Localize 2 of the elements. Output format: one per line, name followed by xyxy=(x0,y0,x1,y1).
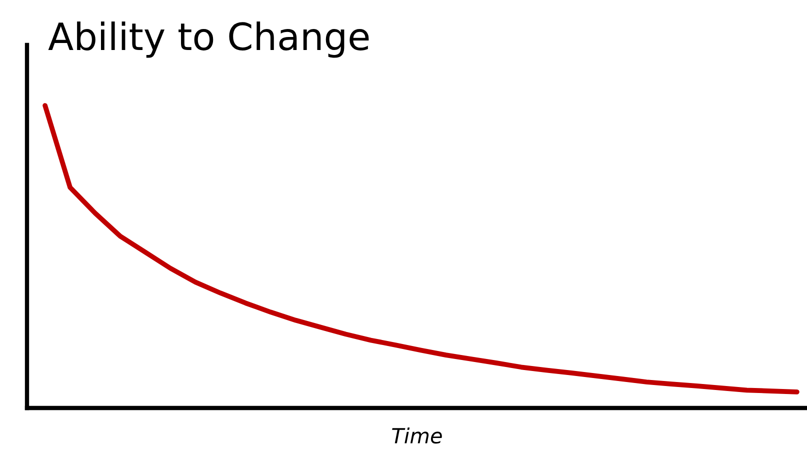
x-axis-title: Time xyxy=(392,427,442,444)
chart-title: Ability to Change xyxy=(48,22,369,58)
